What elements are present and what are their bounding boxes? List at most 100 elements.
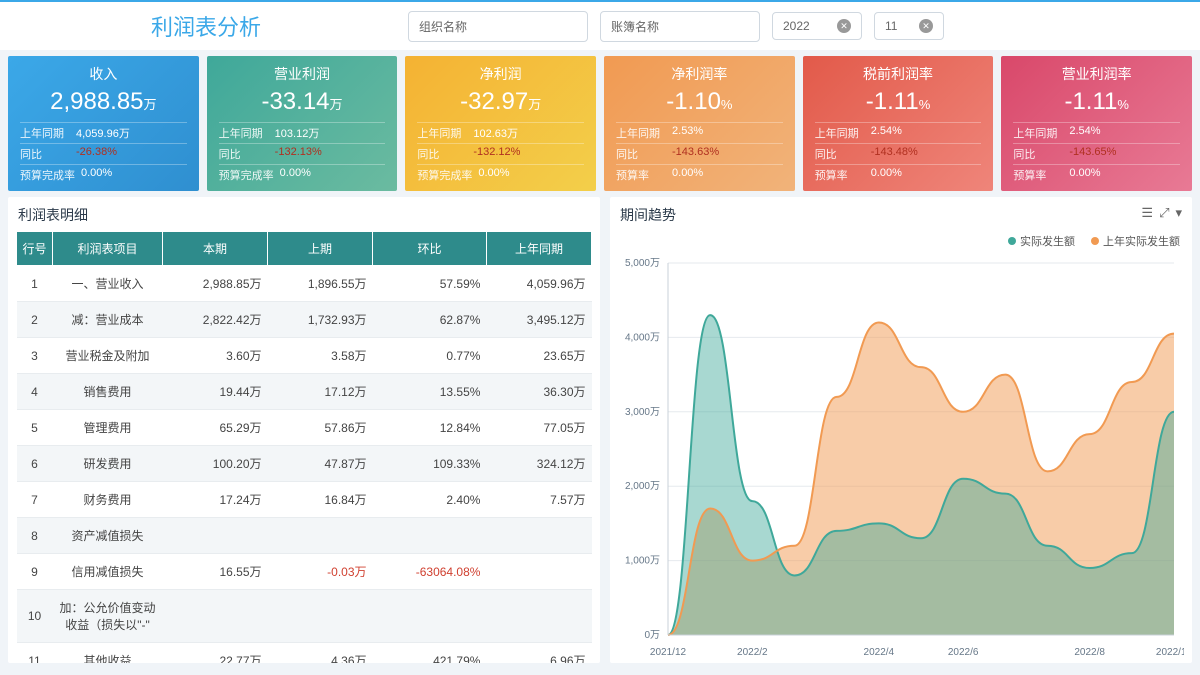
kpi-line-value: 0.00% <box>81 167 112 183</box>
kpi-card[interactable]: 营业利润率 -1.11% 上年同期2.54%同比-143.65%预算率0.00% <box>1001 56 1192 191</box>
table-row[interactable]: 9信用减值损失16.55万-0.03万-63064.08% <box>17 554 592 590</box>
table-header[interactable]: 上期 <box>268 232 373 266</box>
table-row[interactable]: 3营业税金及附加3.60万3.58万0.77%23.65万 <box>17 338 592 374</box>
kpi-card[interactable]: 净利润 -32.97万 上年同期102.63万同比-132.12%预算完成率0.… <box>405 56 596 191</box>
kpi-line: 预算完成率 0.00% <box>417 164 584 185</box>
table-header[interactable]: 行号 <box>17 232 53 266</box>
table-cell: 1,732.93万 <box>268 302 373 338</box>
table-cell: 财务费用 <box>53 482 163 518</box>
kpi-line: 预算完成率0.00% <box>20 164 187 185</box>
table-row[interactable]: 2减：营业成本2,822.42万1,732.93万62.87%3,495.12万 <box>17 302 592 338</box>
kpi-line-label: 预算率 <box>616 167 666 183</box>
table-panel-title: 利润表明细 <box>8 197 600 231</box>
kpi-line-value: -132.12% <box>473 146 520 162</box>
table-header[interactable]: 利润表项目 <box>53 232 163 266</box>
table-scroll[interactable]: 行号利润表项目本期上期环比上年同期 1一、营业收入2,988.85万1,896.… <box>8 231 600 663</box>
svg-text:2022/4: 2022/4 <box>864 647 895 658</box>
table-cell: 6 <box>17 446 53 482</box>
table-cell <box>486 554 591 590</box>
clear-month-icon[interactable]: ✕ <box>919 19 933 33</box>
table-header[interactable]: 本期 <box>163 232 268 266</box>
svg-text:2,000万: 2,000万 <box>625 481 660 492</box>
kpi-line-value: 4,059.96万 <box>76 125 130 141</box>
kpi-line-label: 上年同期 <box>417 125 467 141</box>
kpi-line-label: 同比 <box>1013 146 1063 162</box>
chart-panel: 期间趋势 ☰ ⤢ ▾ 实际发生额上年实际发生额 0万1,000万2,000万3,… <box>610 197 1192 663</box>
table-header[interactable]: 环比 <box>373 232 487 266</box>
kpi-line-label: 上年同期 <box>20 125 70 141</box>
menu-icon[interactable]: ☰ <box>1141 205 1153 221</box>
table-header[interactable]: 上年同期 <box>486 232 591 266</box>
table-cell: 管理费用 <box>53 410 163 446</box>
kpi-line-label: 同比 <box>616 146 666 162</box>
table-row[interactable]: 4销售费用19.44万17.12万13.55%36.30万 <box>17 374 592 410</box>
table-cell: 47.87万 <box>268 446 373 482</box>
kpi-card[interactable]: 净利润率 -1.10% 上年同期2.53%同比-143.63%预算率0.00% <box>604 56 795 191</box>
kpi-line-label: 上年同期 <box>219 125 269 141</box>
table-row[interactable]: 6研发费用100.20万47.87万109.33%324.12万 <box>17 446 592 482</box>
table-cell: 1 <box>17 266 53 302</box>
table-cell: 109.33% <box>373 446 487 482</box>
svg-text:2022/2: 2022/2 <box>737 647 768 658</box>
table-cell: 销售费用 <box>53 374 163 410</box>
table-row[interactable]: 10加：公允价值变动收益（损失以"-" <box>17 590 592 643</box>
table-cell: 4.36万 <box>268 643 373 664</box>
kpi-line-label: 上年同期 <box>616 125 666 141</box>
kpi-line-label: 上年同期 <box>815 125 865 141</box>
svg-text:4,000万: 4,000万 <box>625 332 660 343</box>
table-cell: 3.60万 <box>163 338 268 374</box>
table-cell: 1,896.55万 <box>268 266 373 302</box>
legend-item[interactable]: 上年实际发生额 <box>1091 233 1180 249</box>
table-cell: 一、营业收入 <box>53 266 163 302</box>
filter-icon[interactable]: ▾ <box>1175 205 1182 221</box>
kpi-line-value: 2.54% <box>871 125 902 141</box>
table-cell: 加：公允价值变动收益（损失以"-" <box>53 590 163 643</box>
kpi-line-label: 预算完成率 <box>219 167 274 183</box>
kpi-line-label: 预算完成率 <box>417 167 472 183</box>
legend-item[interactable]: 实际发生额 <box>1008 233 1075 249</box>
year-filter[interactable]: 2022 ✕ <box>772 12 862 40</box>
kpi-value: -1.11% <box>815 88 982 116</box>
kpi-line-value: 0.00% <box>478 167 509 183</box>
table-row[interactable]: 7财务费用17.24万16.84万2.40%7.57万 <box>17 482 592 518</box>
table-cell: -63064.08% <box>373 554 487 590</box>
expand-icon[interactable]: ⤢ <box>1159 205 1169 221</box>
month-filter[interactable]: 11 ✕ <box>874 12 944 40</box>
table-row[interactable]: 8资产减值损失 <box>17 518 592 554</box>
table-cell: 10 <box>17 590 53 643</box>
kpi-card[interactable]: 营业利润 -33.14万 上年同期103.12万同比-132.13%预算完成率0… <box>207 56 398 191</box>
kpi-line-value: 2.53% <box>672 125 703 141</box>
kpi-line-label: 同比 <box>20 146 70 162</box>
kpi-title: 净利润率 <box>616 64 783 84</box>
table-cell: 3 <box>17 338 53 374</box>
kpi-title: 营业利润率 <box>1013 64 1180 84</box>
kpi-line: 同比-143.65% <box>1013 143 1180 164</box>
kpi-line-value: 0.00% <box>672 167 703 183</box>
table-cell: 2,822.42万 <box>163 302 268 338</box>
kpi-card[interactable]: 税前利润率 -1.11% 上年同期2.54%同比-143.48%预算率0.00% <box>803 56 994 191</box>
table-cell: 57.59% <box>373 266 487 302</box>
table-row[interactable]: 11其他收益22.77万4.36万421.79%6.96万 <box>17 643 592 664</box>
kpi-line: 上年同期2.54% <box>1013 122 1180 143</box>
svg-text:0万: 0万 <box>644 630 660 641</box>
table-row[interactable]: 1一、营业收入2,988.85万1,896.55万57.59%4,059.96万 <box>17 266 592 302</box>
table-row[interactable]: 5管理费用65.29万57.86万12.84%77.05万 <box>17 410 592 446</box>
table-cell: 324.12万 <box>486 446 591 482</box>
kpi-line: 预算率0.00% <box>815 164 982 185</box>
main: 利润表明细 行号利润表项目本期上期环比上年同期 1一、营业收入2,988.85万… <box>0 197 1200 671</box>
table-cell: -0.03万 <box>268 554 373 590</box>
table-cell: 其他收益 <box>53 643 163 664</box>
table-panel: 利润表明细 行号利润表项目本期上期环比上年同期 1一、营业收入2,988.85万… <box>8 197 600 663</box>
kpi-line: 上年同期103.12万 <box>219 122 386 143</box>
chart-tools: ☰ ⤢ ▾ <box>1141 205 1182 221</box>
clear-year-icon[interactable]: ✕ <box>837 19 851 33</box>
kpi-line-label: 预算率 <box>1013 167 1063 183</box>
table-cell: 3.58万 <box>268 338 373 374</box>
kpi-line-value: 0.00% <box>280 167 311 183</box>
org-filter[interactable]: 组织名称 <box>408 11 588 42</box>
kpi-line: 上年同期 4,059.96万 <box>20 122 187 143</box>
kpi-line-value: 102.63万 <box>473 125 518 141</box>
kpi-card[interactable]: 收入 2,988.85万 上年同期4,059.96万同比-26.38%预算完成率… <box>8 56 199 191</box>
ledger-filter[interactable]: 账簿名称 <box>600 11 760 42</box>
table-cell: 8 <box>17 518 53 554</box>
